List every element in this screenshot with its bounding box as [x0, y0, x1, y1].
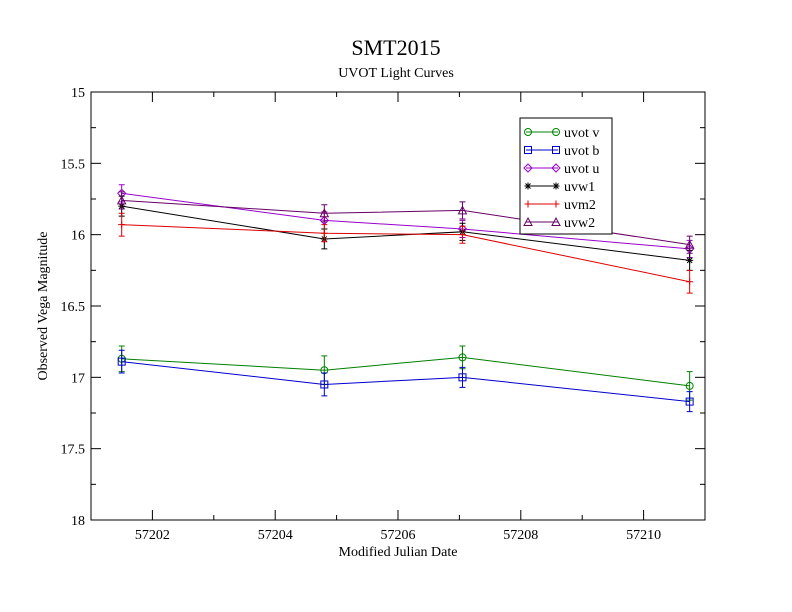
data-point — [117, 357, 126, 366]
data-point — [686, 256, 694, 264]
legend-item: uvot u — [523, 162, 599, 177]
legend-marker — [552, 182, 560, 190]
x-tick-label: 57208 — [503, 528, 538, 543]
series-line — [121, 224, 690, 283]
legend-marker — [524, 182, 532, 190]
series-uvot-v — [117, 345, 694, 401]
legend-label: uvw2 — [564, 216, 595, 231]
y-axis-label: Observed Vega Magnitude — [36, 231, 51, 380]
data-point — [457, 205, 468, 215]
x-tick-label: 57210 — [626, 528, 661, 543]
legend-item: uvot v — [524, 126, 599, 141]
legend-marker — [552, 146, 560, 154]
error-bar — [118, 349, 125, 374]
series-uvot-b — [117, 349, 694, 413]
legend-label: uvm2 — [564, 198, 596, 213]
chart-title: SMT2015 — [351, 35, 440, 60]
legend-label: uvot u — [564, 162, 599, 177]
y-tick-label: 18 — [71, 514, 85, 529]
x-axis-label: Modified Julian Date — [339, 545, 458, 560]
plot-frame — [90, 91, 706, 521]
data-point — [685, 397, 694, 406]
y-tick-label: 16 — [71, 229, 85, 244]
data-point — [320, 229, 328, 237]
legend-label: uvot b — [564, 144, 599, 159]
error-bar — [686, 235, 693, 254]
error-bar — [686, 391, 693, 413]
series-line — [121, 205, 690, 261]
error-bar — [321, 372, 328, 397]
data-point — [319, 208, 330, 218]
series-line — [121, 356, 690, 387]
legend-item: uvw2 — [523, 216, 595, 231]
y-tick-label: 16.5 — [61, 300, 86, 315]
error-bar — [321, 204, 328, 223]
legend-marker — [552, 128, 560, 136]
legend-label: uvot v — [564, 126, 599, 141]
x-tick-label: 57202 — [135, 528, 170, 543]
legend-marker — [551, 216, 561, 226]
y-tick-label: 15.5 — [61, 157, 86, 172]
data-series — [116, 184, 695, 413]
data-point — [458, 373, 467, 382]
legend-marker — [523, 163, 533, 173]
legend-item: uvw1 — [524, 180, 595, 195]
y-tick-label: 15 — [71, 86, 85, 101]
data-point — [685, 381, 694, 390]
y-tick-label: 17.5 — [61, 443, 86, 458]
legend-box — [519, 117, 613, 235]
series-line — [121, 361, 690, 403]
data-point — [686, 278, 694, 286]
chart-subtitle: UVOT Light Curves — [338, 66, 454, 81]
data-point — [458, 353, 467, 362]
legend-marker — [523, 216, 533, 226]
error-bar — [118, 191, 125, 210]
data-point — [320, 380, 329, 389]
axis-ticks: 57202 57204 57206 57208 57210 15 15.5 16 16.5 17 1… — [61, 86, 706, 543]
x-tick-label: 57206 — [381, 528, 416, 543]
legend-marker — [524, 128, 532, 136]
data-point — [116, 195, 127, 205]
error-bar — [459, 366, 466, 388]
legend-item: uvm2 — [524, 198, 596, 213]
legend-item: uvot b — [524, 144, 599, 159]
data-point — [118, 221, 126, 229]
legend: uvot v uvot b uvot u uvw1 uvm2 uvw2 — [519, 117, 613, 235]
y-tick-label: 17 — [71, 371, 85, 386]
x-tick-label: 57204 — [258, 528, 293, 543]
error-bar — [459, 201, 466, 220]
legend-marker — [524, 200, 532, 208]
legend-marker — [524, 146, 532, 154]
series-uvm2 — [118, 212, 694, 294]
data-point — [684, 239, 695, 249]
legend-label: uvw1 — [564, 180, 595, 195]
legend-marker — [552, 200, 560, 208]
legend-marker — [551, 163, 561, 173]
data-point — [458, 231, 466, 239]
